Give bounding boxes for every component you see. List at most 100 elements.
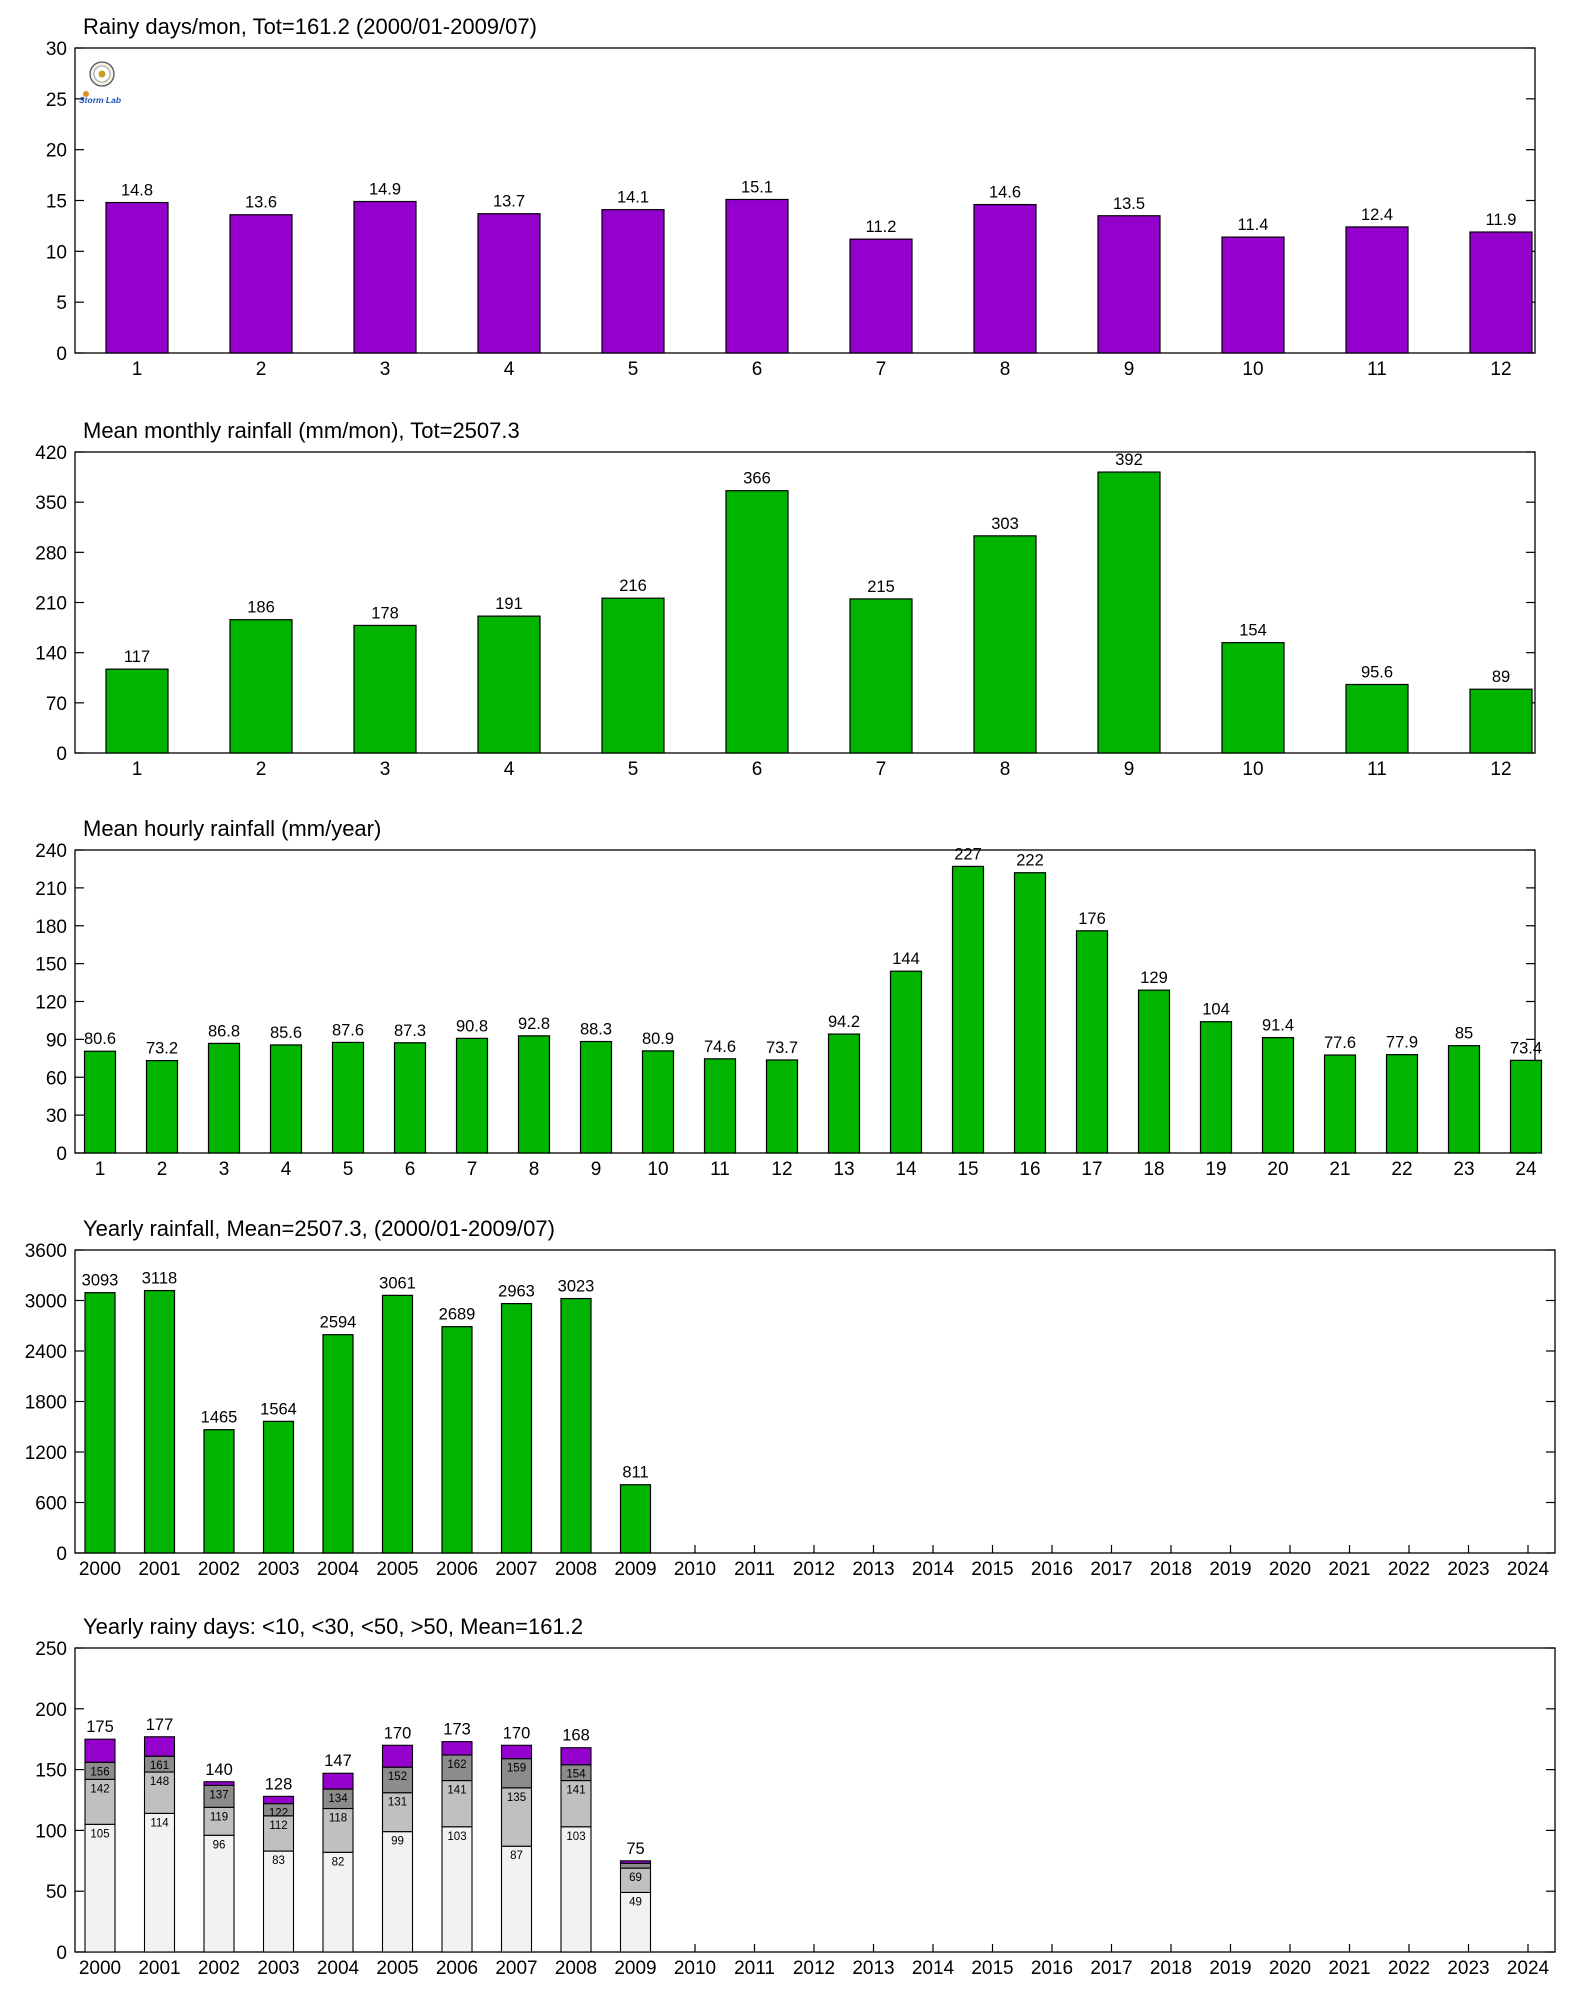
- x-tick-label: 7: [467, 1159, 478, 1180]
- y-tick-label: 70: [46, 694, 67, 715]
- x-tick-label: 2007: [495, 1559, 537, 1580]
- bar-value-label: 178: [371, 604, 399, 622]
- bar-value-label: 144: [892, 950, 920, 968]
- bar: [849, 238, 913, 354]
- chart-title: Mean monthly rainfall (mm/mon), Tot=2507…: [83, 418, 520, 443]
- bar-value-label: 154: [1239, 622, 1267, 640]
- x-tick-label: 2: [256, 759, 267, 780]
- bar: [262, 1420, 295, 1554]
- bar: [455, 1037, 489, 1154]
- stack-segment: [381, 1744, 414, 1768]
- chart-title: Rainy days/mon, Tot=161.2 (2000/01-2009/…: [83, 14, 537, 39]
- stack-value-label: 103: [447, 1831, 466, 1843]
- x-tick-label: 23: [1453, 1159, 1474, 1180]
- bar: [207, 1042, 241, 1154]
- x-tick-label: 15: [957, 1159, 978, 1180]
- bar-value-label: 74.6: [704, 1038, 736, 1056]
- bar-value-label: 91.4: [1262, 1017, 1294, 1035]
- stack-segment: [619, 1867, 652, 1893]
- x-tick-label: 4: [281, 1159, 292, 1180]
- x-tick-label: 2024: [1507, 1958, 1550, 1979]
- bar-value-label: 3118: [142, 1270, 177, 1288]
- x-tick-label: 2017: [1090, 1559, 1132, 1580]
- x-tick-label: 12: [1490, 759, 1511, 780]
- x-tick-label: 2: [256, 359, 267, 380]
- bar: [703, 1058, 737, 1154]
- bar-value-label: 2594: [320, 1314, 357, 1332]
- bar-value-label: 85.6: [270, 1024, 302, 1042]
- x-tick-label: 2008: [555, 1559, 597, 1580]
- x-tick-label: 2003: [257, 1559, 299, 1580]
- bar: [560, 1297, 592, 1554]
- stack-value-label: 135: [507, 1792, 526, 1804]
- x-tick-label: 2023: [1447, 1559, 1489, 1580]
- x-tick-label: 2004: [317, 1958, 360, 1979]
- bar-value-label: 303: [991, 515, 1019, 533]
- x-tick-label: 5: [628, 359, 639, 380]
- x-tick-label: 14: [895, 1159, 917, 1180]
- logo-text: Storm Lab: [79, 95, 121, 105]
- bar-value-label: 80.9: [642, 1030, 674, 1048]
- x-tick-label: 2006: [436, 1559, 478, 1580]
- bar-value-label: 3061: [379, 1274, 416, 1292]
- bar: [641, 1050, 675, 1154]
- y-tick-label: 0: [56, 1943, 67, 1964]
- x-tick-label: 2020: [1269, 1958, 1311, 1979]
- bar-value-label: 77.9: [1386, 1034, 1418, 1052]
- x-tick-label: 17: [1081, 1159, 1102, 1180]
- bar: [1469, 231, 1533, 354]
- stack-total-label: 170: [384, 1724, 412, 1742]
- stack-segment: [619, 1891, 652, 1953]
- bar: [849, 598, 913, 754]
- bar: [105, 668, 169, 754]
- stack-value-label: 122: [269, 1808, 288, 1820]
- x-tick-label: 13: [833, 1159, 854, 1180]
- x-tick-label: 7: [876, 359, 887, 380]
- x-tick-label: 2: [157, 1159, 168, 1180]
- bar: [353, 624, 417, 754]
- y-tick-label: 250: [35, 1639, 67, 1660]
- stack-total-label: 168: [562, 1727, 590, 1745]
- bar: [229, 214, 293, 354]
- stack-segment: [84, 1823, 116, 1953]
- x-tick-label: 2021: [1328, 1958, 1370, 1979]
- x-tick-label: 12: [771, 1159, 792, 1180]
- bar: [353, 200, 417, 354]
- x-tick-label: 22: [1391, 1159, 1412, 1180]
- y-tick-label: 0: [56, 1144, 67, 1165]
- stack-segment: [203, 1781, 235, 1786]
- x-tick-label: 8: [1000, 359, 1011, 380]
- bar-value-label: 95.6: [1361, 663, 1393, 681]
- x-tick-label: 11: [710, 1159, 730, 1180]
- x-tick-label: 2016: [1031, 1559, 1073, 1580]
- bar-value-label: 1465: [201, 1409, 238, 1427]
- x-tick-label: 2012: [793, 1559, 835, 1580]
- bar-value-label: 73.4: [1510, 1039, 1542, 1057]
- bar: [1447, 1045, 1481, 1154]
- stack-value-label: 82: [332, 1856, 345, 1868]
- bar: [145, 1059, 179, 1154]
- x-tick-label: 9: [1124, 359, 1135, 380]
- x-tick-label: 2009: [614, 1958, 656, 1979]
- x-tick-label: 2013: [852, 1958, 894, 1979]
- bar-value-label: 73.7: [766, 1039, 798, 1057]
- y-tick-label: 3000: [25, 1292, 67, 1313]
- x-tick-label: 2018: [1150, 1958, 1192, 1979]
- bar-value-label: 89: [1492, 668, 1510, 686]
- bar: [1221, 642, 1285, 754]
- stack-value-label: 148: [150, 1776, 169, 1788]
- x-tick-label: 2024: [1507, 1559, 1550, 1580]
- y-tick-label: 210: [35, 879, 67, 900]
- stack-total-label: 170: [503, 1724, 531, 1742]
- y-tick-label: 10: [46, 242, 67, 263]
- x-tick-label: 2002: [198, 1958, 240, 1979]
- bar-value-label: 14.1: [617, 189, 649, 207]
- x-tick-label: 2008: [555, 1958, 597, 1979]
- bar-value-label: 117: [124, 648, 150, 666]
- x-tick-label: 1: [95, 1159, 106, 1180]
- bar-value-label: 176: [1078, 910, 1106, 928]
- bar: [1509, 1059, 1543, 1154]
- bar-value-label: 77.6: [1324, 1034, 1356, 1052]
- x-tick-label: 3: [380, 359, 391, 380]
- x-tick-label: 1: [132, 359, 143, 380]
